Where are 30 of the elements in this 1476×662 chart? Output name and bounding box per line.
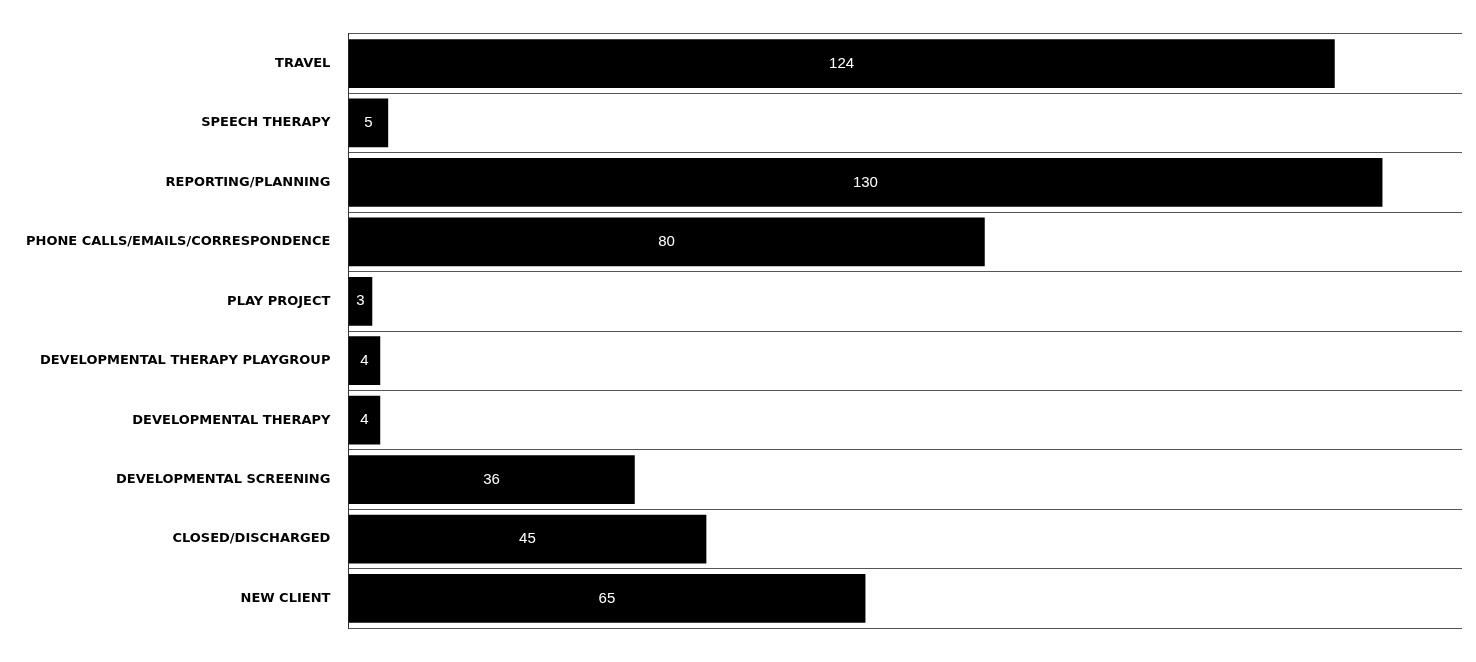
y-tick-label: DEVELOPMENTAL SCREENING [116,470,331,486]
data-label: 130 [852,172,878,190]
bar [348,395,381,445]
bar [348,158,1383,207]
y-tick-label: DEVELOPMENTAL THERAPY PLAYGROUP [39,352,331,368]
y-tick-label: REPORTING/PLANNING [165,173,331,189]
bar [348,336,381,386]
y-tick-label: NEW CLIENT [240,589,331,605]
y-tick-label: CLOSED/DISCHARGED [172,530,331,546]
y-tick-label: PHONE CALLS/EMAILS/CORRESPONDENCE [26,233,331,249]
data-label: 124 [829,53,855,71]
data-label: 65 [598,588,616,606]
bar [348,39,1335,88]
data-label: 5 [364,113,373,131]
bar [348,217,985,267]
bar [348,514,707,564]
data-label: 80 [658,231,675,249]
y-tick-label: SPEECH THERAPY [201,114,331,130]
data-label: 4 [360,410,369,428]
data-label: 3 [356,291,365,309]
bar [348,455,635,504]
bar [348,574,866,623]
y-tick-label: DEVELOPMENTAL THERAPY [132,411,331,427]
bar [348,98,389,148]
data-label: 4 [360,350,369,368]
y-tick-label: PLAY PROJECT [227,292,331,308]
bar [348,276,373,326]
y-tick-label: TRAVEL [275,54,331,70]
data-label: 36 [483,469,500,487]
data-label: 45 [519,529,536,547]
